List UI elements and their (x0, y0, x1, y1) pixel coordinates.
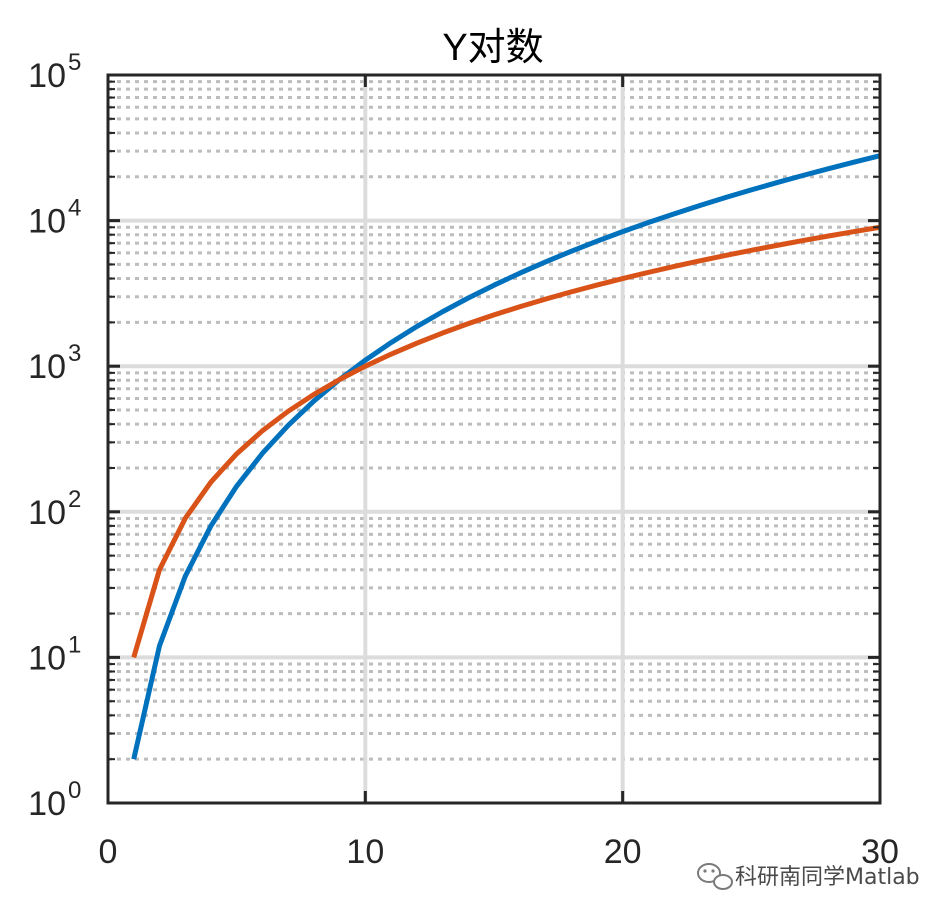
x-tick-labels: 0 10 20 30 (99, 833, 899, 871)
y-tick-exponent: 3 (68, 340, 81, 367)
y-tick-base: 10 (28, 57, 66, 95)
x-tick-label: 10 (346, 833, 384, 871)
watermark: 科研南同学Matlab (697, 863, 920, 890)
y-tick-label: 10 3 (28, 340, 81, 386)
y-tick-label: 10 0 (28, 777, 81, 823)
y-tick-exponent: 5 (68, 49, 81, 76)
y-tick-exponent: 0 (68, 777, 81, 804)
series-line-1 (131, 153, 881, 760)
y-tick-base: 10 (28, 494, 66, 532)
axes-background (108, 75, 880, 803)
x-tick-label: 0 (99, 833, 118, 871)
y-tick-base: 10 (28, 203, 66, 241)
major-grid (108, 75, 880, 803)
y-tick-exponent: 1 (68, 631, 81, 658)
y-tick-exponent: 4 (68, 195, 81, 222)
series-layer (131, 153, 881, 760)
y-tick-label: 10 5 (28, 49, 81, 95)
y-tick-exponent: 2 (68, 486, 81, 513)
y-tick-label: 10 2 (28, 486, 81, 532)
tick-marks (106, 73, 882, 805)
plot-area (106, 73, 882, 805)
axes-box (106, 73, 882, 805)
minor-grid (108, 80, 880, 761)
y-tick-label: 10 1 (28, 631, 81, 677)
y-tick-base: 10 (28, 785, 66, 823)
x-tick-label: 20 (604, 833, 642, 871)
y-tick-base: 10 (28, 348, 66, 386)
wechat-icon (697, 863, 733, 890)
x-tick-label: 30 (861, 833, 899, 871)
y-tick-base: 10 (28, 639, 66, 677)
watermark-text: 科研南同学Matlab (735, 865, 920, 890)
y-tick-label: 10 4 (28, 195, 81, 241)
chart-title: Y对数 (442, 27, 543, 69)
series-line-2 (131, 224, 881, 659)
